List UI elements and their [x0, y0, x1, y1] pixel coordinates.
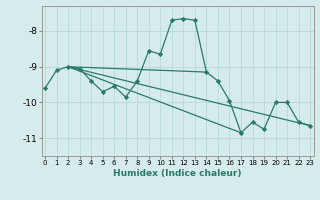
X-axis label: Humidex (Indice chaleur): Humidex (Indice chaleur): [113, 169, 242, 178]
